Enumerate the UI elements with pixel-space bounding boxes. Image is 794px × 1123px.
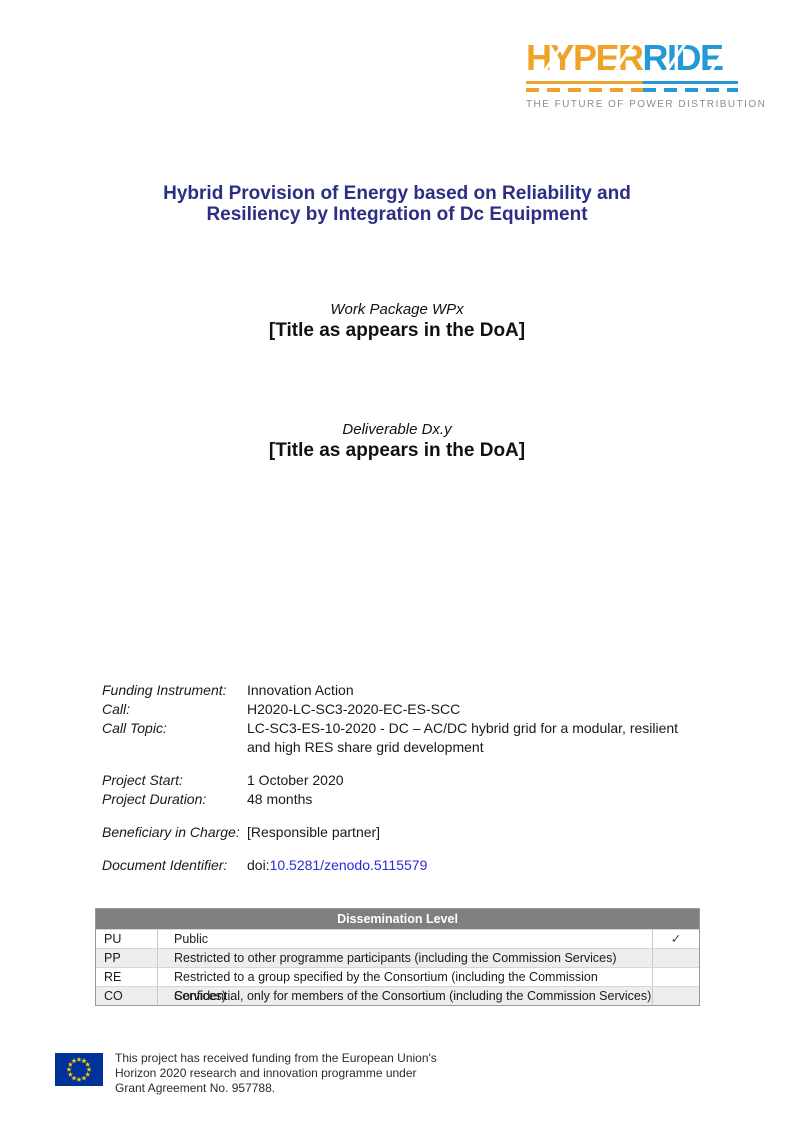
deliverable-block: Deliverable Dx.y [Title as appears in th… — [0, 421, 794, 463]
dissemination-description: Confidential, only for members of the Co… — [174, 989, 652, 1003]
dissemination-description: Public — [174, 932, 209, 946]
dissemination-code: PP — [96, 949, 158, 967]
info-value: 1 October 2020 — [247, 772, 344, 788]
dissemination-code: PU — [96, 930, 158, 948]
info-value: doi:10.5281/zenodo.5115579 — [247, 856, 687, 875]
dissemination-description: Restricted to other programme participan… — [174, 951, 617, 965]
funding-statement-line1: This project has received funding from t… — [115, 1051, 437, 1065]
info-label: Project Start: — [102, 772, 183, 788]
info-label: Funding Instrument: — [102, 682, 227, 698]
eu-flag-icon — [55, 1053, 103, 1086]
info-row-project-start: Project Start: 1 October 2020 — [102, 771, 702, 790]
dissemination-level-table: Dissemination Level PU Public ✓ PP Restr… — [95, 908, 700, 1006]
funding-statement-line2: Horizon 2020 research and innovation pro… — [115, 1066, 417, 1080]
dissemination-description: Restricted to a group specified by the C… — [174, 970, 598, 1003]
doi-prefix: doi: — [247, 857, 270, 873]
table-row-pp: PP Restricted to other programme partici… — [96, 948, 699, 967]
logo-dashed-rule-orange — [526, 88, 643, 92]
funding-footer: This project has received funding from t… — [55, 1051, 437, 1096]
work-package-label: Work Package WPx — [330, 301, 464, 318]
info-label: Call: — [102, 701, 131, 717]
info-label: Project Duration: — [102, 791, 207, 807]
info-value: 48 months — [247, 791, 313, 807]
funding-statement-line3: Grant Agreement No. 957788. — [115, 1081, 276, 1095]
hyperride-logo: HYPERRIDE THE FUTURE OF POWER DISTRIBUTI… — [526, 38, 767, 110]
info-row-beneficiary: Beneficiary in Charge: [Responsible part… — [102, 823, 702, 842]
info-row-project-duration: Project Duration: 48 months — [102, 790, 702, 809]
project-info: Funding Instrument: Innovation Action Ca… — [102, 681, 702, 875]
table-row-re: RE Restricted to a group specified by th… — [96, 967, 699, 1003]
logo-tagline: THE FUTURE OF POWER DISTRIBUTION — [526, 99, 767, 110]
dissemination-table-header: Dissemination Level — [96, 909, 699, 929]
project-title-line1: Hybrid Provision of Energy based on Reli… — [163, 183, 631, 204]
checkmark-cell — [652, 949, 699, 967]
checkmark-cell — [652, 968, 699, 986]
info-row-document-identifier: Document Identifier: doi:10.5281/zenodo.… — [102, 856, 702, 875]
logo-solid-rule — [526, 81, 738, 84]
project-title: Hybrid Provision of Energy based on Reli… — [0, 183, 794, 225]
work-package-title: [Title as appears in the DoA] — [268, 320, 526, 341]
info-row-call-topic: Call Topic: LC-SC3-ES-10-2020 - DC – AC/… — [102, 719, 702, 757]
funding-statement: This project has received funding from t… — [115, 1051, 437, 1096]
info-row-funding-instrument: Funding Instrument: Innovation Action — [102, 681, 702, 700]
info-row-call: Call: H2020-LC-SC3-2020-EC-ES-SCC — [102, 700, 702, 719]
project-title-line2: Resiliency by Integration of Dc Equipmen… — [206, 204, 588, 225]
info-value: Innovation Action — [247, 682, 354, 698]
logo-wordmark: HYPERRIDE — [526, 38, 738, 78]
dissemination-code: CO — [96, 987, 158, 1005]
logo-dashed-rule-blue — [642, 88, 738, 92]
info-value: LC-SC3-ES-10-2020 - DC – AC/DC hybrid gr… — [247, 720, 679, 755]
info-value: H2020-LC-SC3-2020-EC-ES-SCC — [247, 701, 461, 717]
table-row-pu: PU Public ✓ — [96, 929, 699, 948]
work-package-block: Work Package WPx [Title as appears in th… — [0, 301, 794, 343]
info-label: Document Identifier: — [102, 857, 228, 873]
table-row-co: CO Confidential, only for members of the… — [96, 986, 699, 1005]
dissemination-code: RE — [96, 968, 158, 986]
info-label: Call Topic: — [102, 720, 167, 736]
info-value: [Responsible partner] — [247, 824, 381, 840]
checkmark-cell — [652, 987, 699, 1005]
deliverable-title: [Title as appears in the DoA] — [268, 440, 526, 461]
deliverable-label: Deliverable Dx.y — [342, 421, 452, 438]
doi-link[interactable]: 10.5281/zenodo.5115579 — [269, 857, 428, 873]
info-label: Beneficiary in Charge: — [102, 824, 240, 840]
logo-dashed-rule — [526, 88, 738, 92]
checkmark-cell: ✓ — [652, 930, 699, 948]
